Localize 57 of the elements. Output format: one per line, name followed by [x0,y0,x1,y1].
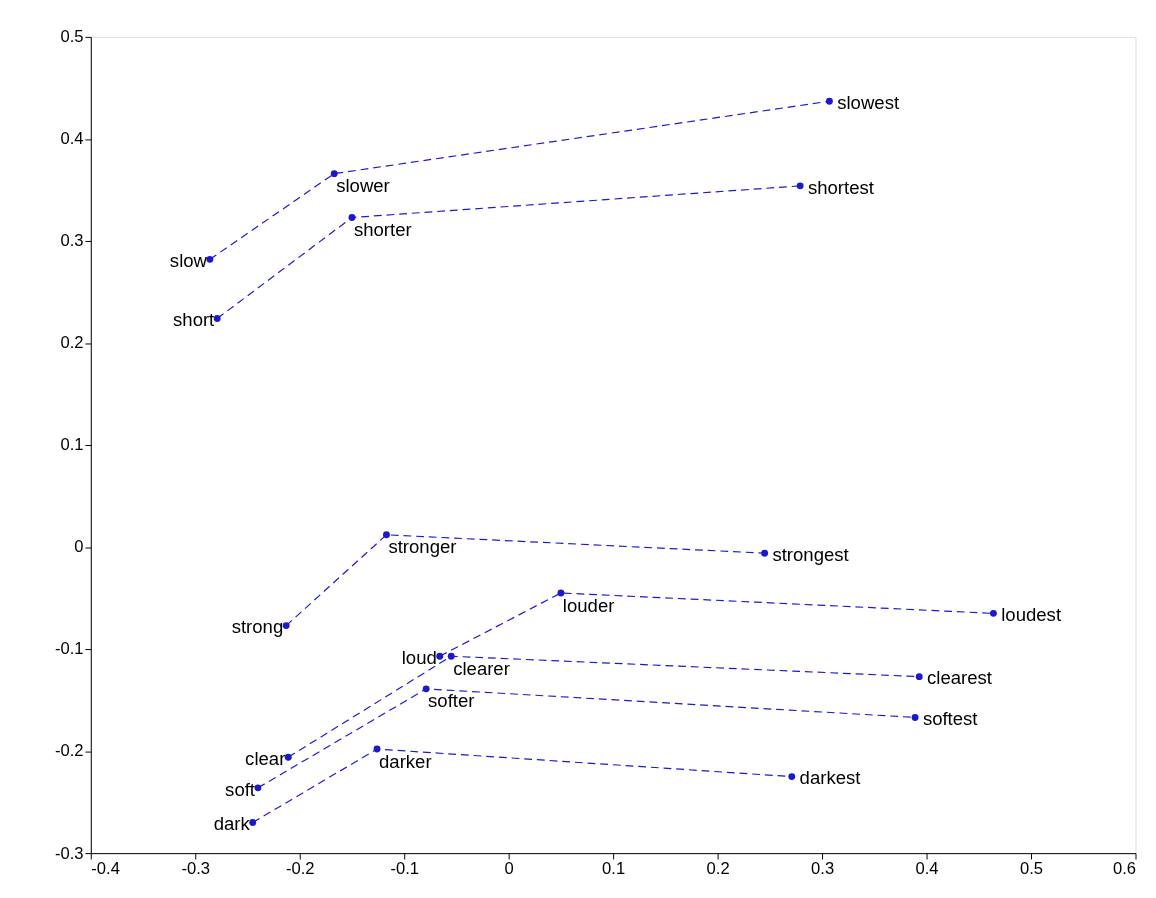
x-tick-label: 0.3 [811,859,835,879]
point [422,685,430,693]
point [796,182,804,190]
y-tick-label: 0.5 [60,27,84,47]
annotation: darkest [799,767,862,789]
point [989,609,997,617]
point [761,549,769,557]
annotation: soft [225,778,256,800]
annotation: softest [922,708,979,730]
y-tick-label: -0.3 [54,843,84,863]
y-tick-label: -0.2 [54,741,84,761]
x-tick-label: -0.2 [285,859,315,879]
x-tick-label: -0.4 [91,859,120,879]
y-tick-label: 0.3 [60,231,84,251]
annotation: strongest [772,543,850,565]
point [447,652,455,660]
x-tick-label: 0.2 [706,859,730,879]
x-tick-label: 0.1 [602,859,626,879]
annotation: dark [213,813,251,835]
x-tick-label: 0 [504,859,514,879]
annotation: softer [428,690,475,712]
y-tick-label: 0.2 [60,333,84,353]
annotation: slower [336,175,390,197]
point [383,531,390,539]
annotation: slow [169,250,208,272]
y-tick-label: 0.1 [60,435,84,455]
annotation: loudest [1001,604,1062,626]
y-tick-label: -0.1 [54,639,84,659]
point [911,713,919,721]
point [788,773,796,781]
x-tick-label: 0.6 [1112,859,1136,879]
annotation: clearest [927,667,993,689]
point [436,652,444,660]
annotation: strong [231,616,284,638]
point [330,170,338,178]
x-tick-label: 0.4 [915,859,939,879]
annotation: shorter [353,219,412,241]
annotation: slowest [837,92,900,113]
annotation: short [173,309,216,331]
x-tick-label: -0.3 [181,859,211,879]
annotation: darker [379,750,432,772]
annotation: loud [401,647,437,669]
point [373,745,381,753]
x-tick-label: 0.5 [1019,859,1044,879]
point [825,97,833,105]
annotation: clear [245,748,286,770]
annotation: louder [562,594,615,616]
annotation: shortest [807,176,875,198]
y-tick-label: 0 [74,537,84,557]
point [557,589,565,597]
annotation: stronger [388,536,457,558]
x-tick-label: -0.1 [390,859,419,879]
point [915,673,923,681]
y-tick-label: 0.4 [60,129,84,149]
annotation: clearer [453,657,510,679]
point [348,214,356,221]
point [282,622,290,630]
